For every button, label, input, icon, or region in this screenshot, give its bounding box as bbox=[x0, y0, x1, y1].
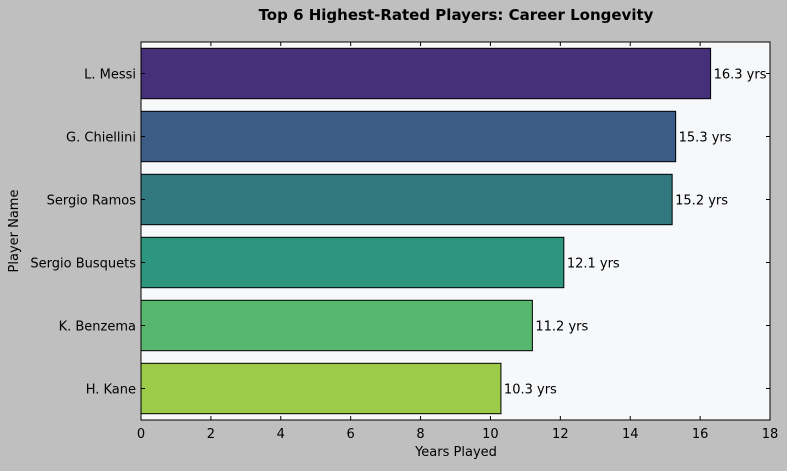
x-tick-label: 12 bbox=[552, 427, 569, 442]
bar-value-label: 15.3 yrs bbox=[679, 131, 732, 146]
bar bbox=[140, 299, 533, 352]
x-tick-label: 18 bbox=[762, 427, 779, 442]
x-tick-label: 8 bbox=[416, 427, 424, 442]
x-tick-label: 6 bbox=[347, 427, 355, 442]
x-tick-label: 16 bbox=[692, 427, 709, 442]
bar-value-label: 10.3 yrs bbox=[504, 383, 557, 398]
y-tick-label: L. Messi bbox=[84, 68, 136, 83]
y-tick-label: G. Chiellini bbox=[66, 131, 136, 146]
bar bbox=[140, 236, 565, 289]
x-tick-label: 10 bbox=[482, 427, 499, 442]
bar-value-label: 15.2 yrs bbox=[675, 194, 728, 209]
bars-layer bbox=[140, 47, 712, 415]
y-axis-ticks: L. Messi G. Chiellini Sergio Ramos Sergio B… bbox=[30, 68, 770, 398]
bar-value-label: 16.3 yrs bbox=[714, 68, 767, 83]
y-axis-label: Player Name bbox=[7, 190, 22, 273]
x-tick-label: 14 bbox=[622, 427, 639, 442]
x-tick-label: 0 bbox=[137, 427, 145, 442]
bar-value-label: 11.2 yrs bbox=[535, 320, 588, 335]
bar bbox=[140, 110, 677, 163]
y-tick-label: K. Benzema bbox=[59, 320, 136, 335]
bar-value-label: 12.1 yrs bbox=[567, 257, 620, 272]
y-tick-label: H. Kane bbox=[86, 383, 136, 398]
data-labels-layer: 16.3 yrs 15.3 yrs 15.2 yrs 12.1 yrs 11.2 yrs… bbox=[504, 68, 767, 398]
x-tick-label: 2 bbox=[207, 427, 215, 442]
chart-title: Top 6 Highest-Rated Players: Career Long… bbox=[259, 6, 654, 24]
x-tick-label: 4 bbox=[277, 427, 285, 442]
bar bbox=[140, 47, 712, 100]
x-axis-ticks: 0 2 4 6 8 10 12 14 16 18 bbox=[137, 42, 778, 442]
y-tick-label: Sergio Busquets bbox=[30, 257, 136, 272]
bar bbox=[140, 362, 502, 415]
x-axis-label: Years Played bbox=[414, 445, 497, 460]
bar bbox=[140, 173, 673, 226]
y-tick-label: Sergio Ramos bbox=[47, 194, 137, 209]
plot-area bbox=[140, 41, 771, 421]
